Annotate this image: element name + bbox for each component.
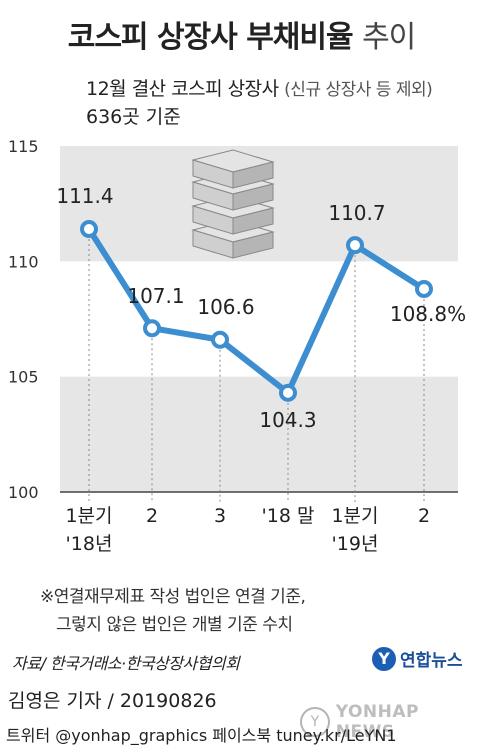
subtitle-text: 12월 결산 코스피 상장사: [86, 78, 279, 100]
y-tick-label: 105: [8, 368, 39, 387]
watermark-text: YONHAP NEWS: [335, 702, 420, 742]
chart-title: 코스피 상장사 부채비율 추이: [0, 12, 483, 56]
data-label: 106.6: [197, 295, 254, 319]
x-tick-label: '18 말: [262, 505, 315, 527]
yonhap-logo-icon: Y: [372, 646, 396, 671]
note-line1: ※연결재무제표 작성 법인은 연결 기준,: [40, 587, 306, 607]
y-tick-label: 115: [8, 137, 39, 156]
money-brick: [232, 231, 274, 259]
watermark-icon: Y: [300, 707, 330, 737]
grid-band: [60, 376, 458, 492]
y-tick-label: 100: [8, 483, 39, 502]
data-point: [346, 236, 364, 255]
money-stack-icon: [191, 149, 275, 259]
data-point: [415, 280, 433, 299]
data-label: 111.4: [56, 184, 113, 208]
money-brick: [232, 183, 274, 211]
data-point: [80, 220, 98, 239]
y-tick-label: 110: [8, 252, 39, 271]
x-tick-label: 1분기: [65, 505, 112, 527]
line-chart: 100 105 110 115 111.4 107.1 106.6 104.3 110.7 108…: [8, 137, 466, 555]
data-point: [211, 330, 229, 349]
x-tick-label: 2: [418, 505, 430, 527]
source-text: 자료/ 한국거래소·한국상장사협의회: [12, 654, 240, 673]
x-tick-label: 1분기: [331, 505, 378, 527]
data-point: [143, 319, 161, 338]
data-label: 108.8%: [390, 302, 466, 326]
subtitle-paren: (신규 상장사 등 제외): [284, 80, 433, 100]
subtitle-line1: 12월 결산 코스피 상장사 (신규 상장사 등 제외): [86, 74, 433, 101]
data-label: 107.1: [127, 284, 184, 308]
note-line2: 그렇지 않은 법인은 개별 기준 수치: [56, 615, 293, 635]
data-point: [279, 383, 297, 402]
x-tick-label: '18년: [66, 533, 113, 555]
money-brick: [232, 161, 274, 189]
x-tick-label: 3: [214, 505, 226, 527]
data-label: 104.3: [259, 408, 316, 432]
footer-social: 트위터 @yonhap_graphics 페이스북 tuney.kr/LeYN1: [6, 726, 397, 745]
yonhap-logo-text: 연합뉴스: [400, 651, 463, 671]
data-label: 110.7: [328, 201, 385, 225]
title-light: 추이: [362, 20, 416, 55]
series-line: [86, 226, 427, 396]
x-tick-label: 2: [146, 505, 158, 527]
money-brick: [232, 207, 274, 235]
yonhap-logo: Y 연합뉴스: [372, 646, 463, 671]
watermark: Y YONHAP NEWS: [300, 702, 483, 742]
x-tick-label: '19년: [332, 533, 379, 555]
byline: 김영은 기자 / 20190826: [8, 690, 217, 712]
subtitle-line2: 636곳 기준: [86, 106, 181, 128]
title-main: 코스피 상장사 부채비율: [67, 20, 354, 55]
